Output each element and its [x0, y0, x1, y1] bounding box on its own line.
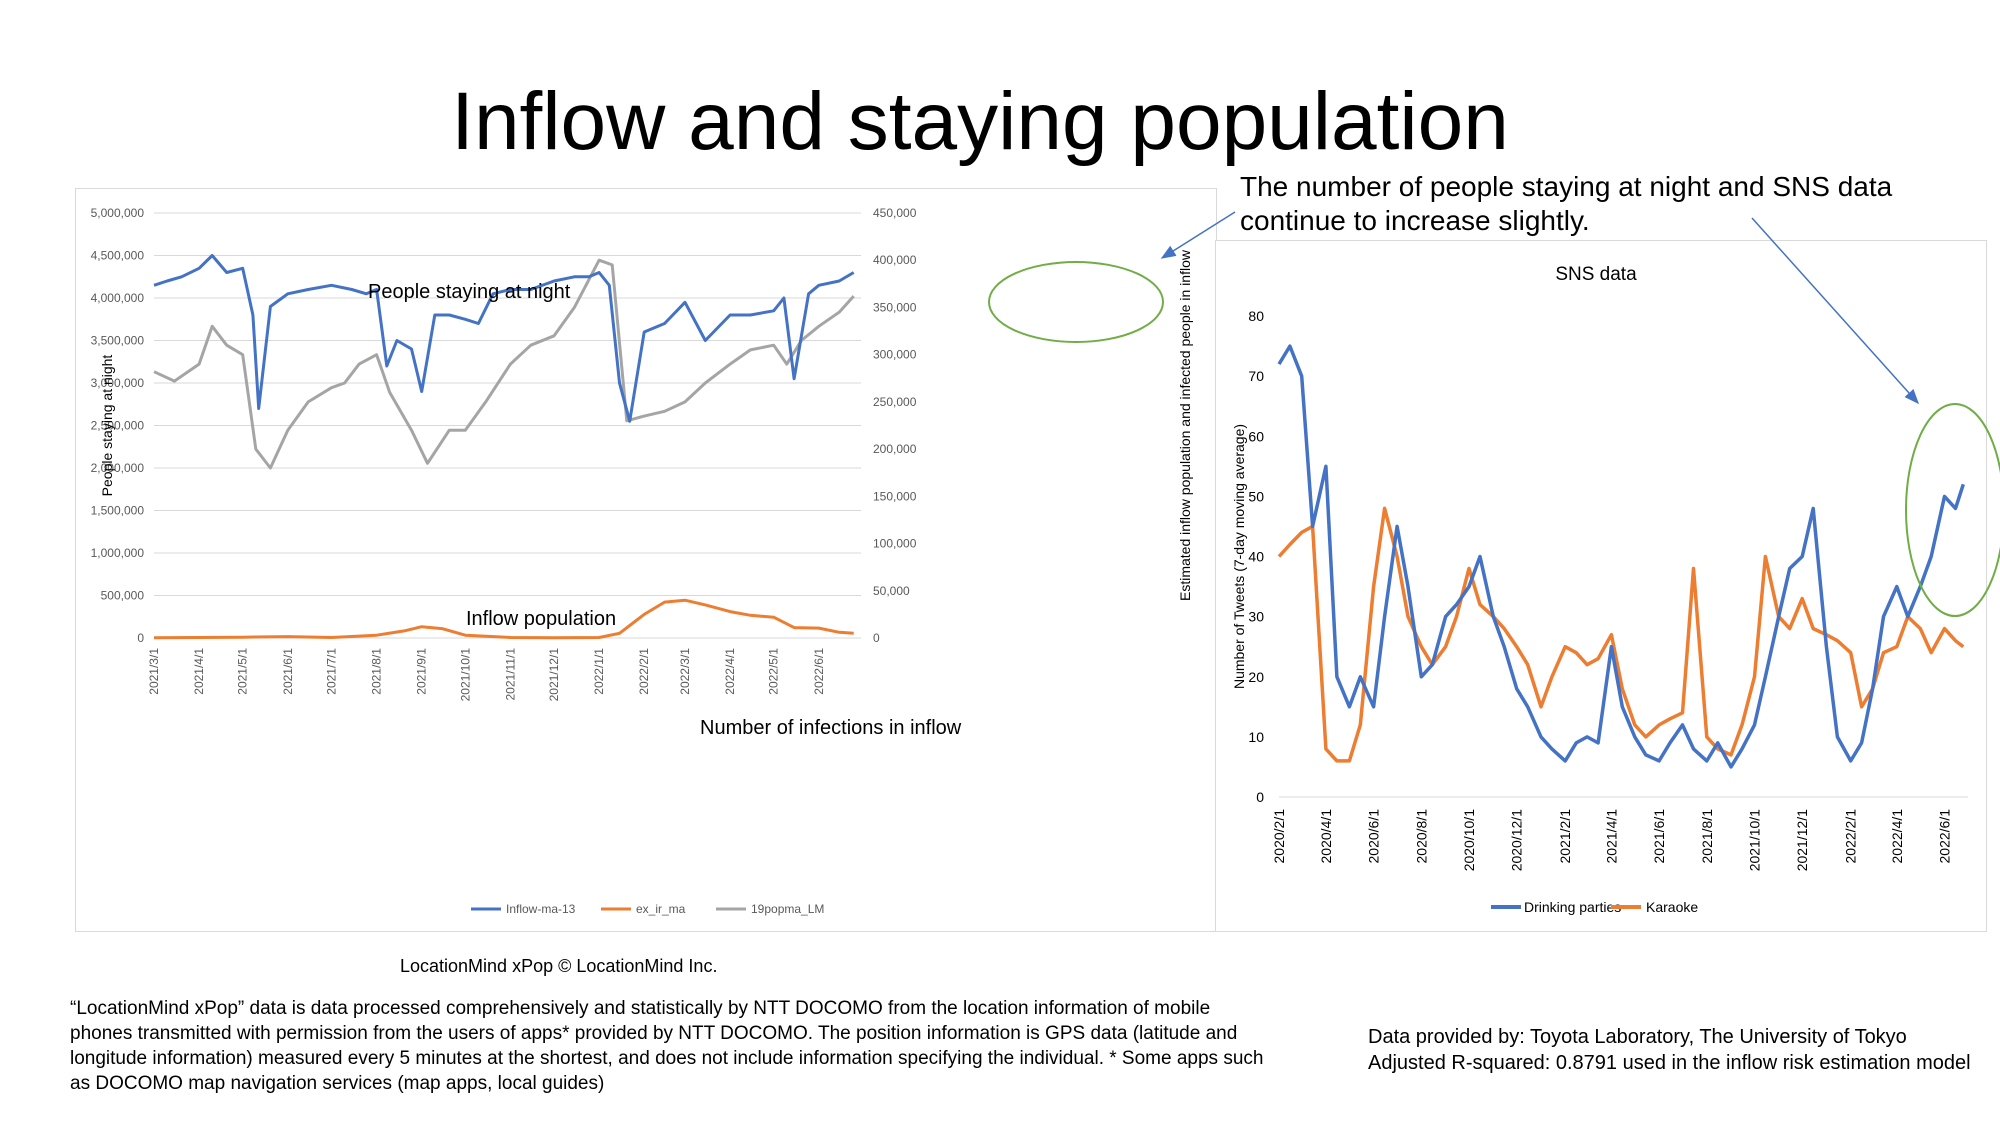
data-source-note: Data provided by: Toyota Laboratory, The…	[1368, 1026, 1971, 1074]
x-tick-label: 2021/4/1	[1603, 809, 1619, 864]
legend-label: 19popma_LM	[751, 902, 824, 916]
series-line-Drinking-parties	[1277, 344, 1965, 769]
y2-tick-label: 100,000	[873, 537, 917, 551]
x-tick-label: 2020/12/1	[1509, 809, 1525, 871]
y-tick-label: 1,000,000	[91, 546, 145, 560]
legend-label: Karaoke	[1646, 899, 1698, 915]
y2-tick-label: 350,000	[873, 300, 917, 314]
legend-label: Inflow-ma-13	[506, 902, 576, 916]
x-tick-label: 2020/4/1	[1318, 809, 1334, 864]
x-tick-label: 2021/6/1	[1651, 809, 1667, 864]
x-tick-label: 2021/8/1	[370, 648, 384, 695]
x-tick-label: 2020/8/1	[1413, 809, 1429, 864]
credit-line: LocationMind xPop © LocationMind Inc.	[400, 956, 718, 976]
series-line-Karaoke	[1277, 506, 1965, 763]
series-line-Inflow-ma-13	[153, 254, 855, 423]
y-tick-label: 70	[1248, 368, 1264, 384]
x-tick-label: 2022/1/1	[592, 648, 606, 695]
right-chart-panel: SNS data 80 70 60 50 40 30 20 10 0 2020/2/1 2020/4/…	[1215, 240, 1987, 932]
x-tick-label: 2021/4/1	[192, 648, 206, 695]
y2-tick-label: 0	[873, 631, 880, 645]
x-tick-label: 2021/8/1	[1699, 809, 1715, 864]
x-tick-label: 2021/12/1	[1794, 809, 1810, 871]
y-tick-label: 30	[1248, 609, 1264, 625]
y2-tick-label: 450,000	[873, 206, 917, 220]
y-tick-label: 4,500,000	[91, 249, 145, 263]
x-tick-label: 2021/3/1	[147, 648, 161, 695]
y-tick-label: 60	[1248, 428, 1264, 444]
y2-tick-label: 200,000	[873, 442, 917, 456]
x-tick-label: 2021/6/1	[281, 648, 295, 695]
y-tick-label: 2,500,000	[91, 419, 145, 433]
series-line-ex_ir_ma	[153, 598, 854, 640]
x-tick-label: 2020/6/1	[1366, 809, 1382, 864]
x-tick-label: 2021/10/1	[458, 648, 472, 702]
annotation-inflow: Inflow population	[466, 608, 616, 630]
y-tick-label: 80	[1248, 308, 1264, 324]
x-tick-label: 2022/2/1	[1843, 809, 1859, 864]
x-tick-label: 2021/11/1	[503, 648, 517, 701]
slide-title: Inflow and staying population	[451, 76, 1509, 167]
y-axis-title: People staying at night	[99, 355, 115, 497]
x-tick-label: 2022/5/1	[767, 648, 781, 695]
y-axis-title: Number of Tweets (7-day moving average)	[1231, 424, 1247, 689]
y-tick-label: 1,500,000	[91, 504, 145, 518]
left-chart: 5,000,000 4,500,000 4,000,000 3,500,000 3,00…	[91, 206, 1193, 916]
left-chart-panel: 5,000,000 4,500,000 4,000,000 3,500,000 3,00…	[75, 188, 1217, 932]
legend-label: ex_ir_ma	[636, 902, 686, 916]
x-tick-label: 2021/2/1	[1557, 809, 1573, 864]
x-tick-label: 2022/6/1	[1937, 809, 1953, 864]
y-tick-label: 40	[1248, 549, 1264, 565]
legend-label: Drinking parties	[1524, 899, 1621, 915]
x-tick-label: 2021/9/1	[415, 648, 429, 695]
y-tick-label: 20	[1248, 669, 1264, 685]
x-tick-label: 2021/10/1	[1746, 809, 1762, 871]
y-tick-label: 500,000	[101, 589, 145, 603]
x-tick-label: 2022/4/1	[723, 648, 737, 695]
y2-tick-label: 50,000	[873, 584, 910, 598]
y-tick-label: 3,500,000	[91, 334, 145, 348]
footnote: “LocationMind xPop” data is data process…	[70, 998, 1264, 1094]
y2-tick-label: 150,000	[873, 489, 917, 503]
right-chart: SNS data 80 70 60 50 40 30 20 10 0 2020/2/1 2020/4/…	[1231, 264, 1968, 915]
y-tick-label: 10	[1248, 729, 1264, 745]
y2-axis-title: Estimated inflow population and infected…	[1177, 249, 1193, 601]
x-tick-label: 2021/12/1	[547, 648, 561, 702]
y2-tick-label: 300,000	[873, 348, 917, 362]
y-tick-label: 2,000,000	[91, 461, 145, 475]
x-tick-label: 2020/2/1	[1271, 809, 1287, 864]
series-line-19popma_LM	[153, 258, 855, 470]
y2-tick-label: 250,000	[873, 395, 917, 409]
y-tick-label: 0	[137, 631, 144, 645]
x-tick-label: 2021/5/1	[236, 648, 250, 695]
x-tick-label: 2022/6/1	[812, 648, 826, 695]
x-tick-label: 2020/10/1	[1461, 809, 1477, 871]
annotation-infections: Number of infections in inflow	[700, 717, 962, 739]
annotation-right: The number of people staying at night an…	[1240, 171, 1893, 236]
y-tick-label: 0	[1256, 789, 1264, 805]
right-chart-title: SNS data	[1555, 264, 1637, 285]
x-tick-label: 2022/2/1	[637, 648, 651, 695]
x-tick-label: 2022/4/1	[1889, 809, 1905, 864]
x-tick-label: 2022/3/1	[678, 648, 692, 695]
x-tick-label: 2021/7/1	[324, 648, 338, 695]
y-tick-label: 50	[1248, 488, 1264, 504]
annotation-staying: People staying at night	[368, 281, 571, 303]
y2-tick-label: 400,000	[873, 253, 917, 267]
y-tick-label: 3,000,000	[91, 376, 145, 390]
y-tick-label: 4,000,000	[91, 291, 145, 305]
y-tick-label: 5,000,000	[91, 206, 145, 220]
